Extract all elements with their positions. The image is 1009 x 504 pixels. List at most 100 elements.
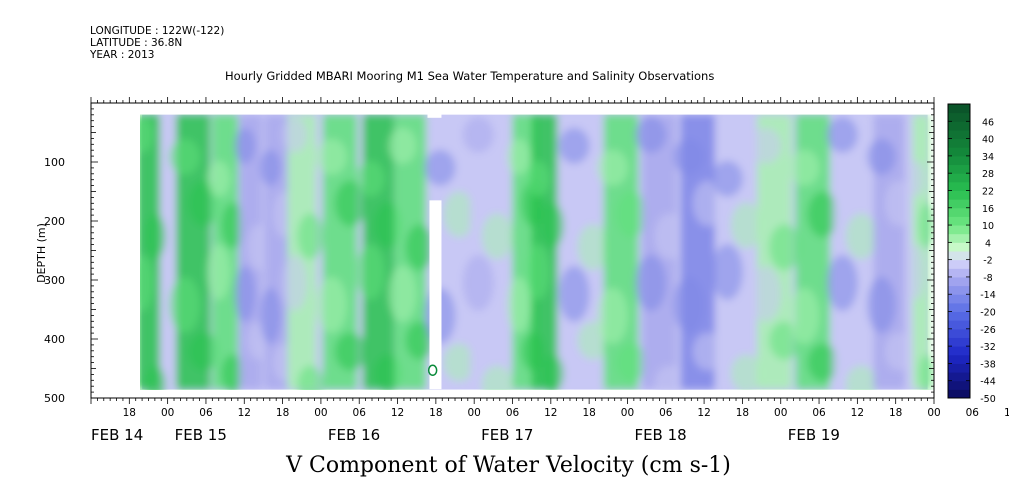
velocity-patch xyxy=(145,365,166,390)
velocity-patch xyxy=(234,265,256,322)
velocity-patch xyxy=(615,343,647,382)
velocity-patch xyxy=(507,138,531,175)
x-date-label: FEB 16 xyxy=(328,426,380,444)
x-tick-label: 18 xyxy=(736,407,749,419)
data-gap xyxy=(429,200,442,390)
y-tick-label: 500 xyxy=(44,392,65,405)
y-tick-label: 100 xyxy=(44,156,65,169)
colorbar-label: -26 xyxy=(980,325,996,336)
velocity-patch xyxy=(730,202,762,249)
velocity-patch xyxy=(918,202,935,249)
colorbar-label: -32 xyxy=(980,342,996,353)
x-tick-label: 12 xyxy=(851,407,864,419)
colorbar-label: 4 xyxy=(985,238,991,249)
colorbar-label: -44 xyxy=(980,377,996,388)
colorbar-label: 10 xyxy=(982,221,994,232)
colorbar-step xyxy=(948,216,970,226)
velocity-patch xyxy=(526,243,550,300)
velocity-patch xyxy=(405,321,435,360)
velocity-patch xyxy=(481,365,513,390)
velocity-patch xyxy=(654,365,686,390)
velocity-patch xyxy=(596,287,628,344)
colorbar-step xyxy=(948,380,970,390)
colorbar-step xyxy=(948,112,970,122)
velocity-patch xyxy=(692,180,724,227)
colorbar-step xyxy=(948,354,970,364)
colorbar-step xyxy=(948,276,970,287)
x-tick-label: 06 xyxy=(966,407,980,419)
velocity-patch xyxy=(867,276,896,333)
colorbar-step xyxy=(948,294,970,304)
x-tick-label: 00 xyxy=(927,407,940,419)
x-tick-label: 12 xyxy=(238,407,251,419)
velocity-patch xyxy=(540,354,564,390)
velocity-patch xyxy=(297,365,324,390)
velocity-patch xyxy=(909,160,925,197)
colorbar-step xyxy=(948,320,970,330)
x-axis: 18 00 06 12 18 00 06 12 18 00 06 12 18 00 06 12 18 00 06 12… xyxy=(90,97,1009,444)
y-axis: 100 200 300 400 500 xyxy=(44,102,934,405)
velocity-patch xyxy=(281,116,308,153)
x-tick-label: 18 xyxy=(276,407,289,419)
velocity-patch xyxy=(884,180,914,227)
velocity-patch xyxy=(207,243,231,300)
colorbar-step xyxy=(948,121,970,131)
velocity-patch xyxy=(145,213,166,260)
velocity-patch xyxy=(405,224,435,271)
velocity-patch xyxy=(234,127,256,164)
velocity-patch xyxy=(507,276,531,333)
velocity-patch xyxy=(221,202,245,249)
field-blur-group xyxy=(140,114,935,390)
velocity-patch xyxy=(615,191,647,238)
velocity-patch xyxy=(673,138,705,175)
colorbar-step xyxy=(948,104,970,114)
velocity-patch xyxy=(334,180,366,227)
x-tick-label: 00 xyxy=(467,407,480,419)
velocity-patch xyxy=(654,213,686,260)
colorbar-label: 34 xyxy=(982,152,994,163)
colorbar-step xyxy=(948,346,970,356)
longitude-label: LONGITUDE : 122W(-122) xyxy=(90,25,225,37)
velocity-patch xyxy=(826,254,858,311)
velocity-patch xyxy=(462,116,494,153)
colorbar-label: -8 xyxy=(983,273,992,284)
velocity-patch xyxy=(807,343,839,382)
velocity-patch xyxy=(711,243,743,300)
velocity-patch xyxy=(526,160,550,197)
colorbar-step xyxy=(948,389,970,399)
velocity-patch xyxy=(750,127,782,164)
colorbar-step xyxy=(948,363,970,373)
velocity-patch xyxy=(909,243,925,300)
velocity-patch xyxy=(140,254,154,311)
velocity-patch xyxy=(558,127,590,164)
velocity-patch xyxy=(169,138,201,175)
colorbar-step xyxy=(948,173,970,183)
colorbar-label: 22 xyxy=(982,186,994,197)
velocity-patch xyxy=(730,354,762,390)
velocity-patch xyxy=(315,276,347,333)
velocity-patch xyxy=(558,265,590,322)
velocity-patch xyxy=(807,191,839,238)
x-tick-label: 00 xyxy=(621,407,634,419)
velocity-patch xyxy=(356,160,385,197)
colorbar-step xyxy=(948,181,970,191)
x-tick-label: 18 xyxy=(889,407,902,419)
colorbar-step xyxy=(948,268,970,278)
velocity-patch xyxy=(918,354,935,390)
colorbar-step xyxy=(948,259,970,269)
x-tick-label: 00 xyxy=(314,407,327,419)
velocity-patch xyxy=(788,149,820,186)
y-axis-label: DEPTH (m) xyxy=(35,223,48,283)
x-date-label: FEB 19 xyxy=(788,426,840,444)
velocity-patch xyxy=(867,138,896,175)
colorbar-step xyxy=(948,199,970,209)
x-tick-label: 06 xyxy=(353,407,367,419)
x-tick-label: 18 xyxy=(582,407,595,419)
x-tick-label: 12 xyxy=(544,407,557,419)
velocity-patch xyxy=(334,332,366,371)
x-tick-label: 00 xyxy=(161,407,174,419)
velocity-patch xyxy=(462,254,494,311)
x-date-label: FEB 15 xyxy=(175,426,227,444)
velocity-patch xyxy=(443,343,475,382)
